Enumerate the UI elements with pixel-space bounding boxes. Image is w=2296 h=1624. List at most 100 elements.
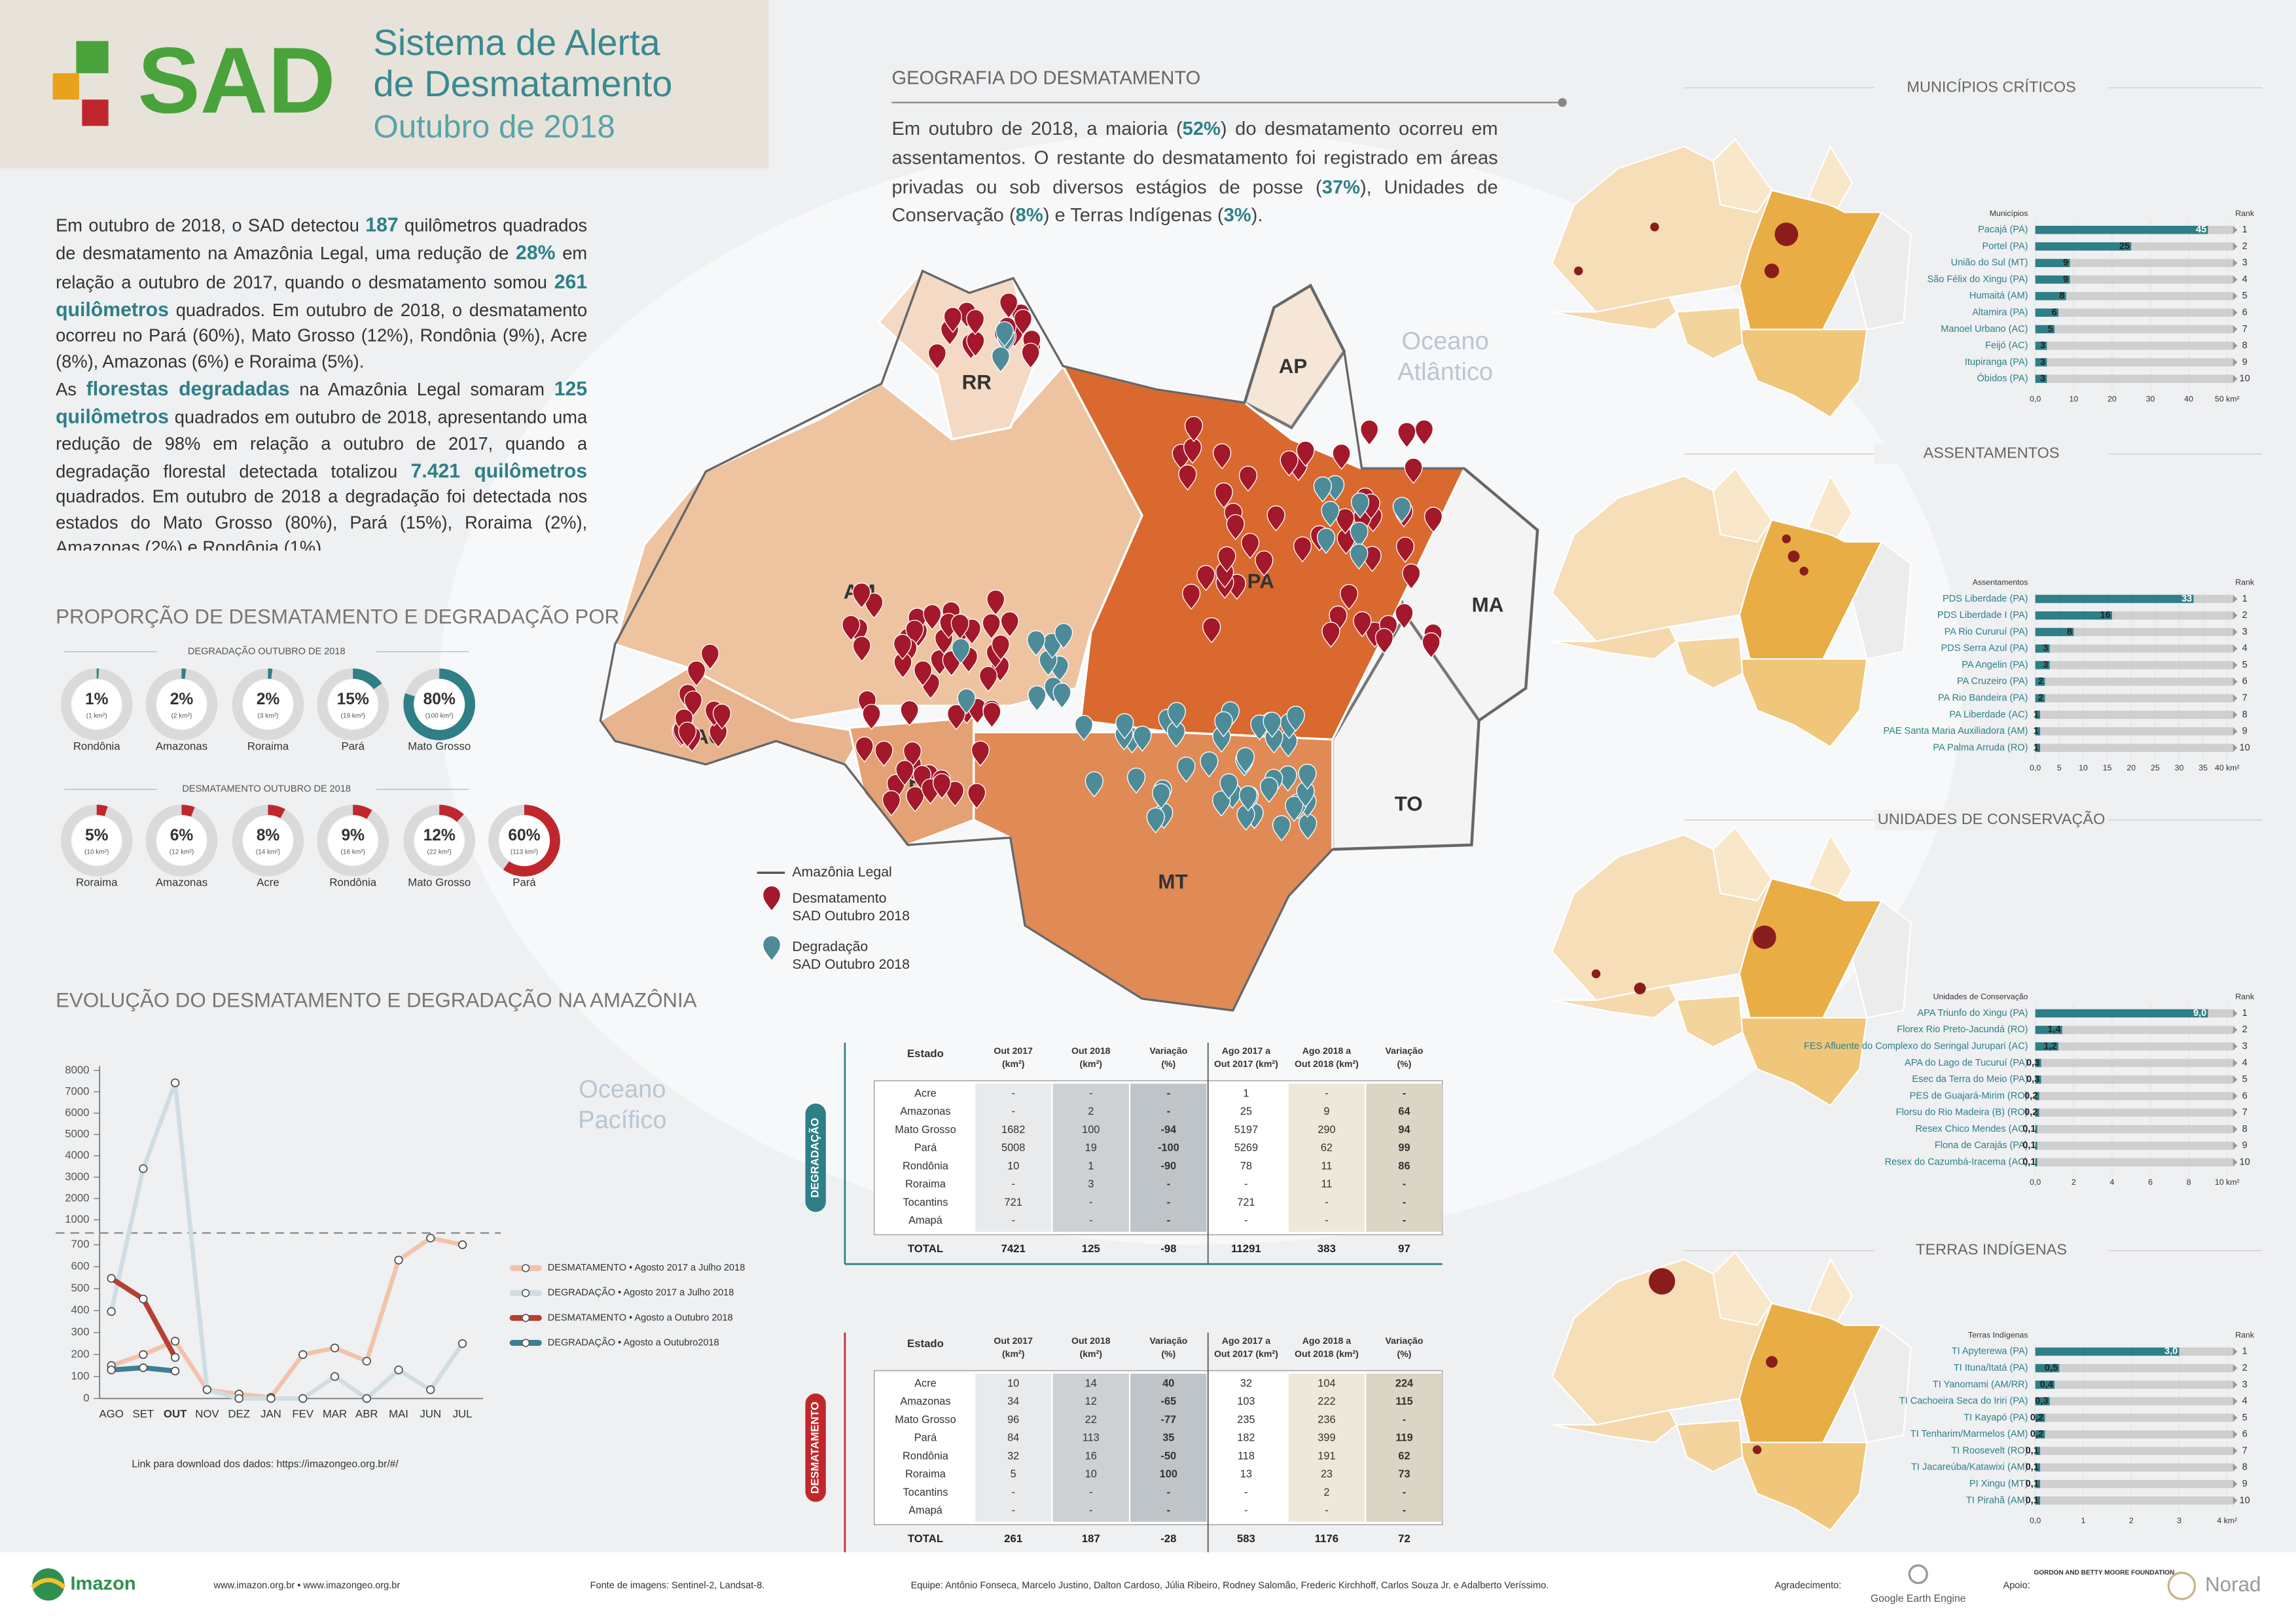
highlight: 3% xyxy=(1223,204,1251,226)
series-point xyxy=(234,1394,243,1403)
small-map xyxy=(1551,467,1912,748)
item-label: União do Sul (MT) xyxy=(1951,258,2028,268)
series-point xyxy=(107,1365,116,1375)
pin xyxy=(1202,617,1221,643)
text: Em outubro de 2018, a maioria ( xyxy=(891,117,1183,139)
rank: 1 xyxy=(2242,225,2248,235)
table-total: 383 xyxy=(1318,1242,1336,1255)
bar xyxy=(2035,594,2194,604)
x-tick-label: MAR xyxy=(323,1408,347,1420)
bar xyxy=(2035,259,2070,268)
pin xyxy=(683,690,703,717)
donut-arc xyxy=(96,804,108,816)
text: Em outubro de 2018, o SAD detectou xyxy=(56,215,366,236)
bar-track xyxy=(2035,275,2233,284)
donut-center xyxy=(243,679,293,730)
rank-title: Rank xyxy=(2235,209,2255,218)
table-cell: 2 xyxy=(1323,1487,1329,1498)
rank: 8 xyxy=(2242,1462,2248,1473)
donut-area: (3 km²) xyxy=(258,713,279,720)
rule-dot xyxy=(1558,98,1567,107)
pin xyxy=(943,306,962,333)
pin xyxy=(1074,715,1094,742)
small-map-shape xyxy=(1738,1441,1868,1532)
pin xyxy=(1402,563,1421,590)
pin xyxy=(1313,476,1332,503)
pin xyxy=(1182,583,1201,610)
table-cell: 1 xyxy=(1088,1160,1094,1172)
rank-arrow xyxy=(2233,325,2238,334)
series-point xyxy=(170,1337,180,1346)
pin xyxy=(1212,790,1231,817)
column-bg xyxy=(1288,1083,1365,1232)
pin xyxy=(678,721,697,748)
bar-track xyxy=(2035,292,2233,300)
table-cell: 235 xyxy=(1237,1414,1255,1426)
donut-area: (10 km²) xyxy=(84,849,109,856)
pin xyxy=(957,688,976,715)
rank-title: Rank xyxy=(2235,578,2255,587)
item-label: Florsu do Rio Madeira (B) (RO) xyxy=(1896,1108,2028,1118)
series-point xyxy=(139,1164,148,1174)
x-tick-label: 20 xyxy=(2108,394,2117,403)
table-cell: 182 xyxy=(1237,1432,1255,1444)
bar-track xyxy=(2035,1430,2233,1439)
pin xyxy=(1353,611,1372,638)
pin xyxy=(1200,751,1219,778)
rank-arrow xyxy=(2233,1125,2238,1134)
item-label: Óbidos (PA) xyxy=(1977,373,2028,384)
donut-subtitle: DESMATAMENTO OUTUBRO DE 2018 xyxy=(182,784,351,795)
donut-state: Amazonas xyxy=(156,740,207,752)
x-tick-label: 10 xyxy=(2069,394,2078,403)
column-header: Out 2017 xyxy=(994,1045,1033,1056)
title-bg xyxy=(1874,77,2109,98)
rank-arrow xyxy=(2233,275,2238,284)
item-label: APA do Lago de Tucuruí (PA) xyxy=(1905,1058,2028,1068)
table-cell: - xyxy=(1089,1487,1092,1498)
table-cell: - xyxy=(1011,1487,1014,1498)
state-label: RR xyxy=(962,370,992,393)
state-label: AP xyxy=(1279,355,1308,378)
text: ) e Terras Indígenas ( xyxy=(1043,204,1224,226)
bar-track xyxy=(2035,325,2233,334)
link[interactable]: Link para download dos dados: https://im… xyxy=(132,1458,399,1470)
rank-arrow xyxy=(2233,259,2238,268)
label-bg xyxy=(156,782,377,797)
rank: 7 xyxy=(2242,1445,2248,1456)
donut-center xyxy=(71,816,122,866)
bar xyxy=(2035,341,2047,350)
y-tick-label: 700 xyxy=(71,1238,90,1250)
hotspot xyxy=(1634,983,1646,995)
rank-arrow xyxy=(2233,292,2238,300)
series-point xyxy=(170,1078,180,1087)
series-point xyxy=(107,1307,116,1316)
table-cell: 14 xyxy=(1085,1377,1097,1389)
y-tick-label: 2000 xyxy=(65,1191,89,1204)
rank-arrow xyxy=(2233,694,2238,702)
pin xyxy=(1214,711,1233,738)
rank-arrow xyxy=(2233,1380,2238,1389)
table-cell: 5008 xyxy=(1001,1142,1025,1154)
pin xyxy=(946,780,965,807)
bar xyxy=(2035,1108,2039,1117)
ranking-title: UNIDADES DE CONSERVAÇÃO xyxy=(1878,810,2106,827)
column-header: Out 2017 xyxy=(994,1335,1033,1346)
footer-text: Google Earth Engine xyxy=(1871,1593,1966,1604)
bar xyxy=(2035,1363,2060,1373)
geografia-text: Em outubro de 2018, a maioria (52%) do d… xyxy=(891,114,1498,230)
label-bg xyxy=(156,644,377,659)
small-map-shape xyxy=(1851,541,1912,660)
bar xyxy=(2035,1125,2037,1134)
state-label: PA xyxy=(1247,570,1274,593)
donut-area: (16 km²) xyxy=(341,849,365,856)
table-cell: 34 xyxy=(1007,1396,1019,1407)
value-label: 2 xyxy=(2038,693,2043,704)
bar xyxy=(2035,628,2074,636)
value-label: 3 xyxy=(2040,374,2045,384)
rank: 10 xyxy=(2240,742,2250,753)
table-cell: - xyxy=(1244,1215,1247,1227)
item-label: Florex Rio Preto-Jacundá (RO) xyxy=(1897,1024,2028,1035)
column-bg xyxy=(975,1373,1052,1522)
pin xyxy=(1217,546,1236,573)
